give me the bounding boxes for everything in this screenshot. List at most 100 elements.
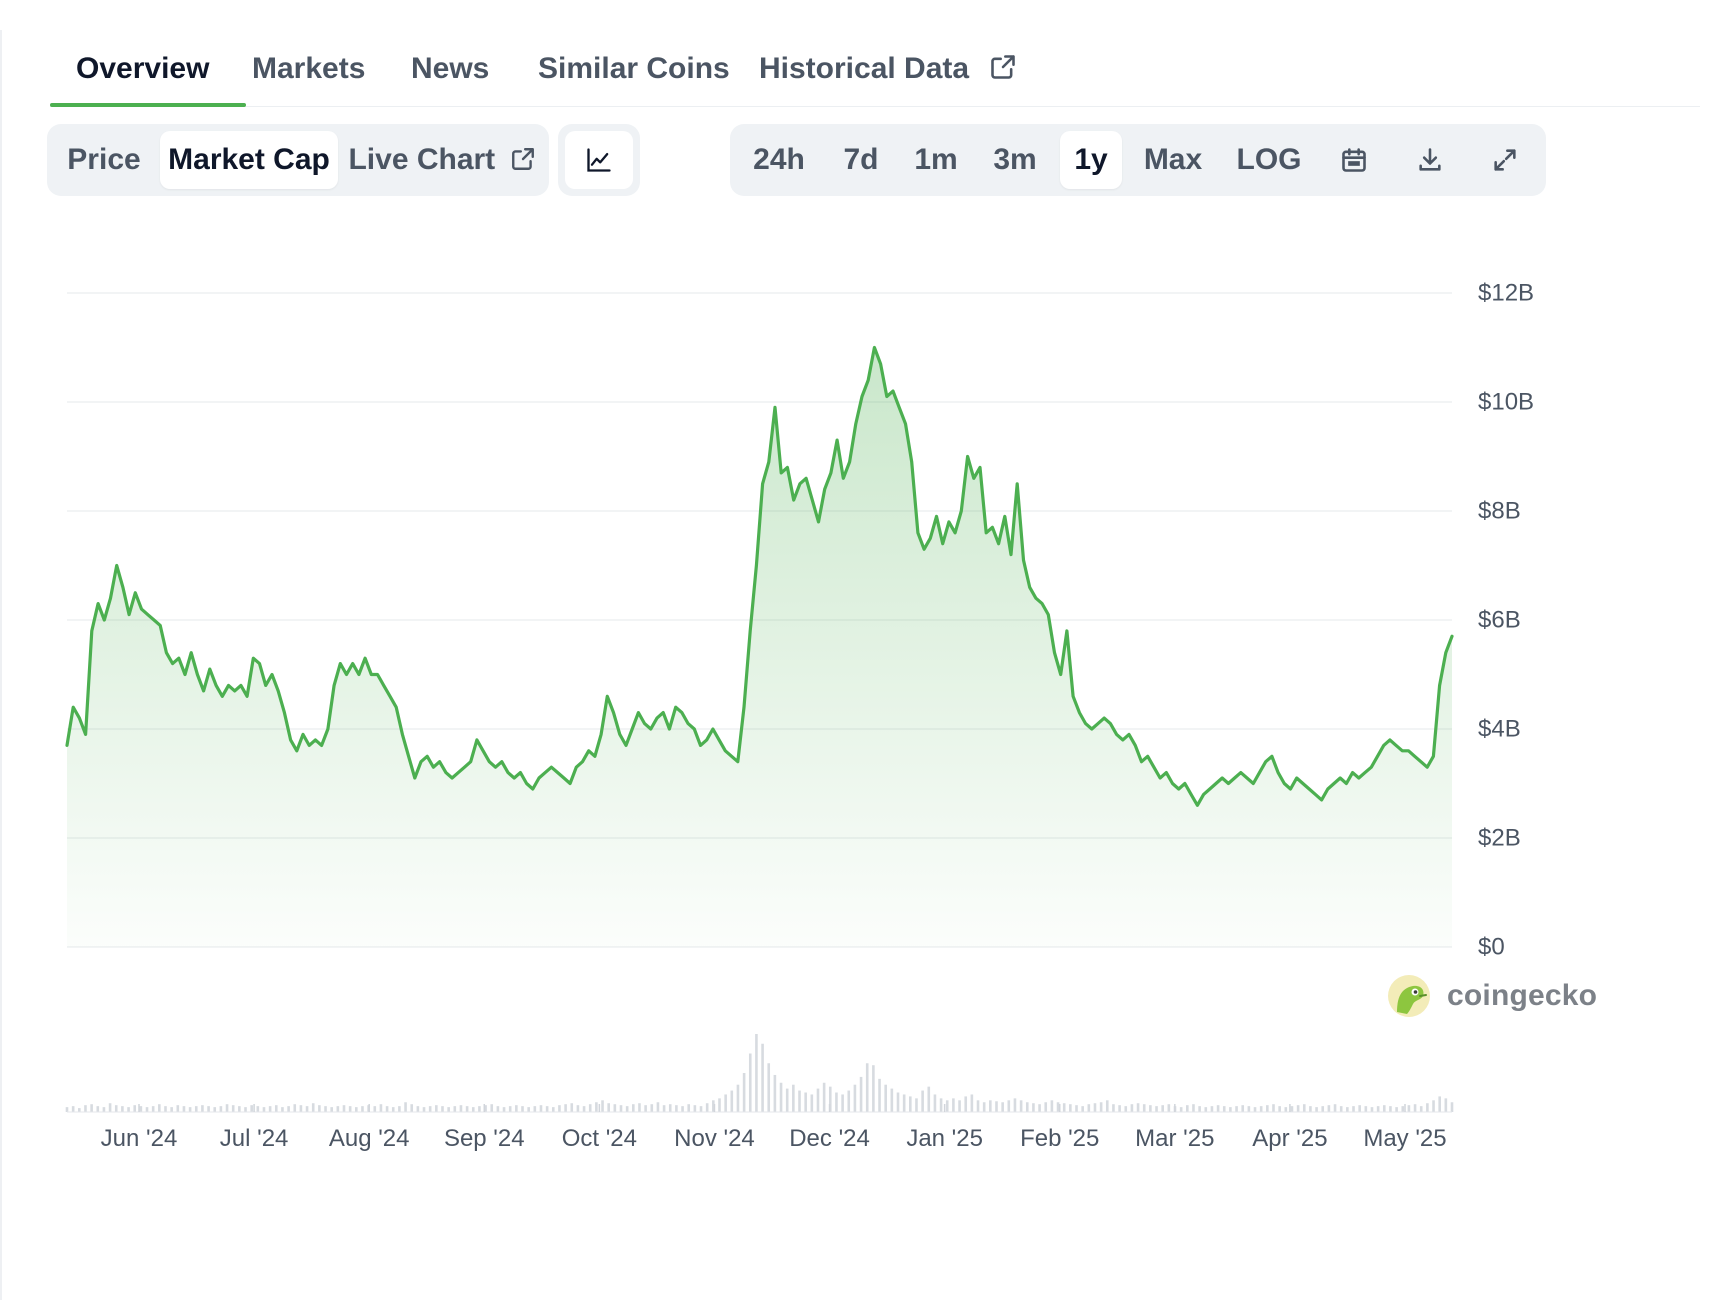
log-scale-button[interactable]: LOG	[1228, 131, 1310, 189]
volume-bar	[558, 1105, 561, 1112]
volume-bar	[533, 1106, 537, 1112]
volume-bar	[1315, 1107, 1318, 1112]
coingecko-watermark: coingecko	[1387, 974, 1597, 1018]
volume-bar	[1370, 1107, 1374, 1112]
volume-bar	[724, 1094, 727, 1112]
y-axis: $12B $10B $8B $6B $4B $2B $0	[1478, 279, 1534, 960]
live-chart-button[interactable]: Live Chart	[347, 131, 537, 189]
external-link-icon	[991, 55, 1016, 79]
x-tick-label: Nov '24	[674, 1125, 755, 1152]
volume-bar	[804, 1092, 807, 1112]
volume-bar	[262, 1107, 266, 1112]
volume-bar	[693, 1105, 697, 1112]
market-cap-chart[interactable]: $12B $10B $8B $6B $4B $2B $0 Jun '24 Jul '24 Aug…	[0, 250, 1720, 1296]
y-tick-label: $8B	[1478, 497, 1521, 524]
fullscreen-icon	[1494, 149, 1516, 171]
tab-similar-coins[interactable]: Similar Coins	[538, 40, 730, 106]
volume-bar	[650, 1104, 654, 1112]
range-3m-button[interactable]: 3m	[982, 131, 1048, 189]
volume-bar	[699, 1106, 703, 1112]
download-button[interactable]	[1401, 131, 1459, 189]
range-7d-button[interactable]: 7d	[830, 131, 892, 189]
volume-bar	[730, 1090, 734, 1112]
volume-bar	[576, 1105, 580, 1112]
volume-bar	[761, 1043, 764, 1112]
range-24h-button[interactable]: 24h	[742, 131, 816, 189]
volume-bar	[1296, 1105, 1300, 1112]
volume-bar	[662, 1105, 666, 1112]
volume-bar	[348, 1106, 352, 1112]
volume-bar	[1346, 1107, 1349, 1112]
volume-bar	[121, 1106, 124, 1112]
volume-bar	[1395, 1107, 1398, 1112]
volume-bar	[484, 1105, 487, 1112]
fullscreen-button[interactable]	[1476, 131, 1534, 189]
x-tick-label: Jan '25	[906, 1125, 983, 1152]
volume-bar	[1309, 1106, 1312, 1112]
volume-bar	[785, 1088, 789, 1112]
volume-bar	[1025, 1102, 1029, 1112]
volume-bar	[1087, 1104, 1091, 1112]
volume-bar	[1007, 1100, 1011, 1112]
volume-bar	[976, 1100, 980, 1112]
volume-bar	[164, 1106, 167, 1112]
calendar-button[interactable]	[1325, 131, 1383, 189]
tab-overview[interactable]: Overview	[76, 40, 209, 106]
volume-bar	[1179, 1107, 1183, 1112]
volume-bar	[958, 1100, 961, 1112]
range-24h-label: 24h	[753, 143, 805, 176]
volume-bar	[1192, 1104, 1195, 1112]
volume-bar	[675, 1105, 678, 1112]
volume-bar	[96, 1106, 100, 1112]
volume-bar	[231, 1105, 235, 1112]
tab-historical-data[interactable]: Historical Data	[759, 40, 1017, 106]
volume-bar	[1038, 1104, 1041, 1112]
volume-bar	[841, 1094, 844, 1112]
volume-bar	[1136, 1103, 1140, 1112]
volume-bar	[459, 1105, 463, 1112]
volume-bar	[441, 1106, 444, 1112]
range-max-button[interactable]: Max	[1134, 131, 1212, 189]
download-icon	[1419, 148, 1441, 171]
volume-bar	[398, 1106, 401, 1112]
volume-bar	[225, 1104, 229, 1112]
volume-bar	[182, 1106, 186, 1112]
volume-bar	[644, 1105, 647, 1112]
volume-bar	[613, 1104, 617, 1112]
volume-bar	[133, 1105, 137, 1112]
range-1m-button[interactable]: 1m	[904, 131, 968, 189]
range-1y-button[interactable]: 1y	[1060, 131, 1122, 189]
price-label: Price	[67, 143, 141, 176]
volume-bar	[139, 1106, 143, 1112]
range-1y-label: 1y	[1074, 143, 1108, 176]
volume-bar	[687, 1104, 691, 1112]
volume-bar	[964, 1096, 968, 1112]
x-tick-label: Aug '24	[329, 1125, 410, 1152]
volume-bar	[989, 1100, 992, 1112]
volume-bar	[1204, 1107, 1208, 1112]
volume-bar	[668, 1104, 672, 1112]
volume-bar	[515, 1105, 518, 1112]
price-button[interactable]: Price	[54, 131, 154, 189]
volume-bar	[305, 1106, 309, 1112]
volume-bar	[385, 1106, 389, 1112]
line-chart-button[interactable]	[565, 131, 633, 189]
volume-bar	[779, 1082, 783, 1112]
volume-bar	[336, 1106, 340, 1112]
volume-bar	[496, 1106, 500, 1112]
volume-bar	[207, 1106, 210, 1112]
volume-bar	[158, 1104, 161, 1112]
volume-bar	[1105, 1100, 1109, 1112]
volume-bar	[1081, 1106, 1084, 1112]
volume-bar	[872, 1065, 875, 1112]
volume-bar	[539, 1105, 543, 1112]
tab-news[interactable]: News	[411, 40, 489, 106]
volume-bar	[792, 1084, 795, 1112]
volume-bar	[490, 1104, 494, 1112]
tab-markets[interactable]: Markets	[252, 40, 365, 106]
market-cap-button[interactable]: Market Cap	[160, 131, 338, 189]
range-1m-label: 1m	[914, 143, 958, 176]
volume-bar	[712, 1100, 715, 1112]
volume-bar	[1382, 1105, 1386, 1112]
y-tick-label: $10B	[1478, 388, 1534, 415]
